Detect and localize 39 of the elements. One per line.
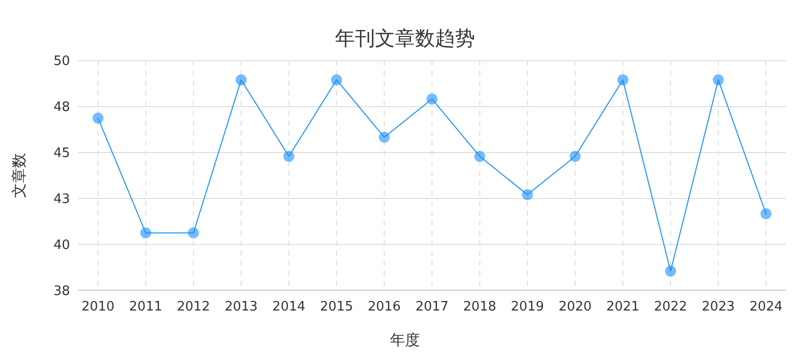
x-tick-label: 2021 <box>606 299 640 314</box>
y-tick-label: 38 <box>53 284 70 299</box>
y-axis-title: 文章数 <box>10 153 28 198</box>
x-tick-label: 2010 <box>81 299 115 314</box>
point <box>712 74 724 86</box>
chart-title: 年刊文章数趋势 <box>335 26 475 50</box>
point <box>426 93 438 104</box>
x-tick-label: 2016 <box>368 299 401 314</box>
x-tick-label: 2020 <box>558 299 592 314</box>
y-tick-label: 45 <box>53 146 70 162</box>
x-tick-label: 2012 <box>176 299 210 314</box>
point <box>331 74 342 86</box>
point <box>474 150 486 162</box>
point <box>665 266 676 277</box>
point <box>378 132 390 143</box>
x-tick-label: 2013 <box>224 299 258 314</box>
point <box>283 150 294 162</box>
point <box>140 227 152 238</box>
x-tick-label: 2019 <box>510 299 544 314</box>
point <box>522 189 533 200</box>
x-tick-label: 2011 <box>129 299 162 314</box>
x-tick-label: 2017 <box>415 299 449 314</box>
x-axis-title: 年度 <box>390 331 420 349</box>
x-tick-label: 2018 <box>463 299 496 314</box>
y-tick-label: 50 <box>53 54 70 70</box>
point <box>570 150 581 162</box>
y-tick-label: 43 <box>53 192 70 207</box>
point <box>617 74 628 86</box>
y-tick-label: 48 <box>53 100 70 116</box>
x-tick-label: 2023 <box>702 299 735 314</box>
point <box>92 112 104 124</box>
x-tick-label: 2014 <box>272 299 306 314</box>
point <box>236 74 247 86</box>
x-tick-label: 2024 <box>749 299 783 314</box>
point <box>188 227 199 238</box>
x-tick-label: 2022 <box>654 299 688 314</box>
y-tick-label: 40 <box>53 238 70 253</box>
point <box>760 208 772 220</box>
x-tick-label: 2015 <box>320 299 354 314</box>
